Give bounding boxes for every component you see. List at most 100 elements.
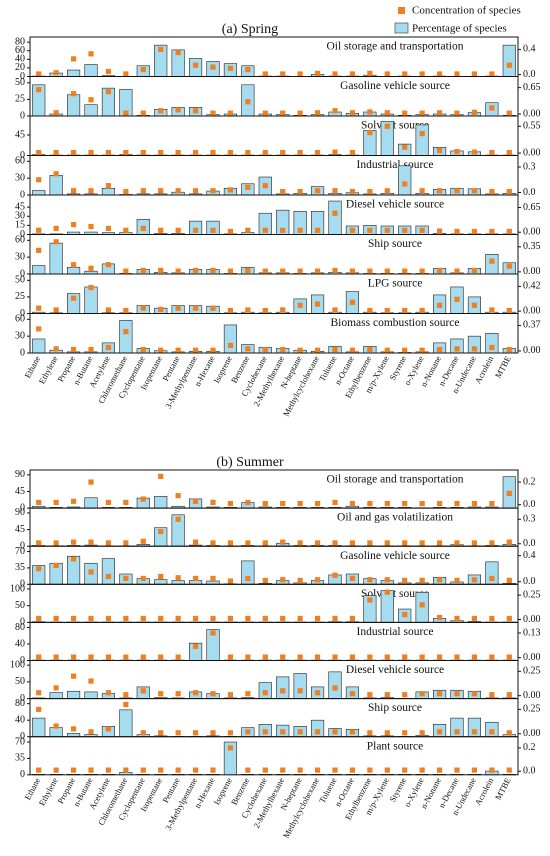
percentage-bar (32, 265, 46, 275)
concentration-marker (402, 227, 408, 233)
concentration-marker (70, 222, 77, 228)
concentration-marker (140, 615, 146, 622)
y-tick-label: 0 (20, 268, 25, 279)
concentration-marker (210, 630, 216, 636)
concentration-marker (70, 56, 77, 62)
concentration-marker (105, 615, 112, 622)
concentration-marker (227, 268, 234, 274)
concentration-marker (454, 654, 460, 660)
concentration-marker (506, 577, 512, 583)
concentration-marker (88, 188, 94, 194)
concentration-marker (53, 110, 59, 116)
concentration-marker (384, 654, 390, 660)
concentration-marker (419, 131, 425, 137)
y-tick-label: 80 (15, 622, 25, 633)
concentration-marker (297, 654, 303, 660)
concentration-marker (158, 473, 164, 479)
concentration-marker (471, 228, 478, 235)
concentration-marker (436, 767, 443, 773)
legend-marker (398, 7, 405, 14)
concentration-marker (384, 123, 390, 129)
concentration-marker (349, 227, 356, 233)
concentration-marker (402, 71, 408, 77)
y2-tick-label: 0.65 (523, 82, 541, 93)
concentration-marker (192, 62, 199, 68)
y2-tick-label: 0.37 (523, 320, 541, 331)
concentration-marker (192, 108, 199, 114)
concentration-marker (332, 615, 338, 622)
concentration-marker (402, 577, 408, 583)
concentration-marker (70, 767, 77, 773)
concentration-marker (402, 268, 408, 274)
y-tick-label: 35 (15, 753, 25, 764)
concentration-marker (297, 729, 303, 735)
concentration-marker (158, 306, 164, 312)
concentration-marker (262, 767, 268, 773)
concentration-marker (384, 730, 390, 736)
concentration-marker (314, 767, 321, 773)
concentration-marker (367, 730, 373, 736)
y2-tick-label: 0.00 (523, 305, 541, 316)
concentration-marker (280, 227, 286, 233)
concentration-marker (140, 767, 146, 773)
concentration-marker (123, 329, 129, 335)
concentration-marker (105, 540, 112, 546)
y-tick-label: 0 (20, 347, 25, 358)
concentration-marker (88, 654, 94, 660)
panel-title: Diesel vehicle source (346, 664, 444, 676)
concentration-marker (158, 654, 164, 660)
percentage-bar (66, 690, 81, 699)
concentration-marker (70, 188, 77, 194)
concentration-marker (245, 615, 251, 622)
y-tick-label: 0 (20, 502, 25, 513)
concentration-marker (471, 267, 478, 274)
percentage-bar (171, 580, 185, 585)
concentration-marker (419, 347, 425, 353)
concentration-marker (192, 188, 199, 194)
y2-tick-label: 0.25 (523, 666, 541, 677)
concentration-marker (192, 539, 199, 545)
concentration-marker (210, 615, 216, 622)
legend-marker (394, 22, 409, 34)
concentration-marker (367, 597, 373, 603)
concentration-marker (36, 566, 42, 572)
y2-tick-label: 0.3 (523, 161, 536, 172)
concentration-marker (332, 210, 338, 216)
concentration-marker (506, 346, 512, 353)
concentration-marker (53, 499, 59, 506)
concentration-marker (297, 767, 303, 773)
concentration-marker (506, 149, 512, 156)
concentration-marker (210, 64, 216, 70)
concentration-marker (262, 110, 268, 116)
concentration-marker (53, 307, 59, 313)
concentration-marker (262, 690, 268, 696)
concentration-marker (332, 499, 338, 506)
concentration-marker (402, 654, 408, 660)
concentration-marker (158, 347, 164, 353)
concentration-marker (332, 685, 338, 691)
concentration-marker (297, 540, 303, 546)
concentration-marker (105, 89, 112, 95)
concentration-marker (314, 615, 321, 622)
concentration-marker (105, 344, 112, 351)
concentration-marker (227, 65, 234, 71)
concentration-marker (140, 267, 146, 274)
concentration-marker (70, 726, 77, 732)
concentration-marker (36, 540, 42, 546)
concentration-marker (175, 767, 181, 773)
concentration-marker (349, 299, 356, 305)
concentration-marker (297, 688, 303, 694)
concentration-marker (245, 99, 251, 105)
concentration-marker (88, 223, 94, 230)
concentration-marker (471, 346, 478, 352)
concentration-marker (36, 305, 42, 311)
concentration-marker (262, 268, 268, 274)
concentration-marker (192, 767, 199, 773)
concentration-marker (436, 346, 443, 353)
percentage-bar (188, 580, 203, 585)
concentration-marker (262, 615, 268, 622)
concentration-marker (506, 767, 512, 773)
concentration-marker (158, 528, 164, 535)
concentration-marker (332, 108, 338, 114)
